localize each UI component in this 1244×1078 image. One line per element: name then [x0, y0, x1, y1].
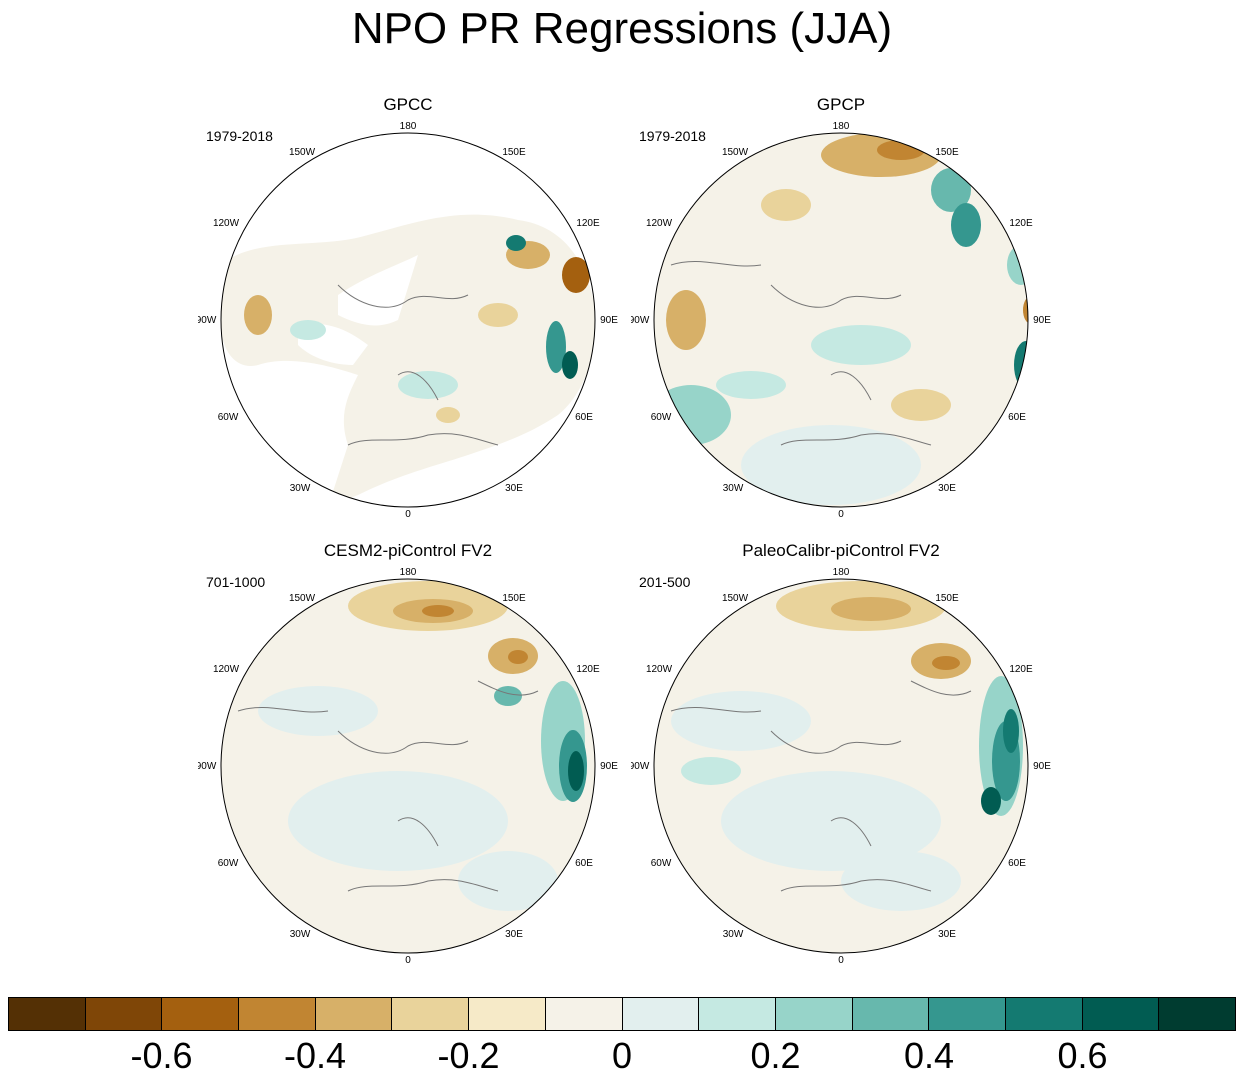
lon-label: 150E — [502, 147, 526, 158]
colorbar-swatch — [392, 998, 470, 1030]
lon-label: 30E — [505, 929, 523, 940]
colorbar-swatch — [852, 998, 930, 1030]
colorbar-label: -0.4 — [283, 1035, 347, 1076]
lon-label: 120E — [1009, 218, 1033, 229]
lon-label: 60E — [575, 412, 593, 423]
figure-title: NPO PR Regressions (JJA) — [351, 4, 893, 53]
lon-label: 180 — [833, 567, 850, 578]
panel-title: GPCP — [816, 95, 866, 114]
lon-label: 180 — [833, 121, 850, 132]
period-label: 1979-2018 — [639, 128, 706, 144]
lon-label: 120W — [213, 664, 240, 675]
lon-label: 0 — [405, 955, 411, 966]
lon-label: 60W — [651, 858, 672, 869]
period-label: 701-1000 — [206, 574, 266, 590]
colorbar-swatch — [775, 998, 853, 1030]
colorbar-label: 0.4 — [903, 1035, 955, 1076]
lon-label: 30E — [938, 929, 956, 940]
colorbar-swatch — [315, 998, 393, 1030]
lon-label: 30E — [505, 483, 523, 494]
colorbar-label: -0.6 — [130, 1035, 193, 1076]
panel-gpcc: GPCC 1979-2018 180 150E 12 — [198, 95, 618, 535]
panel-gpcp: GPCP 1979-2018 180 150E — [631, 95, 1051, 535]
colorbar-label: 0.6 — [1057, 1035, 1108, 1076]
lon-label: 120E — [576, 218, 600, 229]
polar-map: 180 150E 120E 90E 60E 30E 0 30W 60W 90W … — [631, 121, 1051, 520]
colorbar-label: 0.2 — [750, 1035, 801, 1076]
panel-paleocalibr: PaleoCalibr-piControl FV2 201-500 180 — [631, 541, 1051, 981]
lon-label: 90E — [600, 761, 618, 772]
longitude-labels: 180 150E 120E 90E 60E 30E 0 30W 60W 90W … — [198, 121, 618, 520]
lon-label: 150W — [722, 147, 749, 158]
colorbar — [8, 997, 1236, 1031]
colorbar-swatch — [545, 998, 623, 1030]
colorbar-swatch — [9, 998, 86, 1030]
lon-label: 150E — [935, 147, 959, 158]
lon-label: 90E — [600, 315, 618, 326]
lon-label: 150E — [502, 593, 526, 604]
lon-label: 90E — [1033, 315, 1051, 326]
lon-label: 150W — [722, 593, 749, 604]
lon-label: 150W — [289, 593, 316, 604]
lon-label: 120E — [576, 664, 600, 675]
lon-label: 150E — [935, 593, 959, 604]
lon-label: 0 — [838, 955, 844, 966]
period-label: 201-500 — [639, 574, 691, 590]
colorbar-label: 0 — [611, 1035, 633, 1076]
lon-label: 30W — [290, 929, 311, 940]
polar-map: 180 150E 120E 90E 60E 30E 0 30W 60W 90W … — [198, 567, 618, 966]
colorbar-swatch — [699, 998, 776, 1030]
lon-label: 120W — [213, 218, 240, 229]
colorbar-swatch — [929, 998, 1006, 1030]
colorbar-swatch — [622, 998, 700, 1030]
lon-label: 150W — [289, 147, 316, 158]
lon-label: 60E — [1008, 412, 1026, 423]
lon-label: 60E — [1008, 858, 1026, 869]
lon-label: 120E — [1009, 664, 1033, 675]
lon-label: 120W — [646, 218, 673, 229]
lon-label: 0 — [405, 509, 411, 520]
colorbar-swatch — [239, 998, 316, 1030]
colorbar-swatch — [85, 998, 163, 1030]
lon-label: 90W — [631, 761, 650, 772]
lon-label: 60E — [575, 858, 593, 869]
lon-label: 0 — [838, 509, 844, 520]
lon-label: 180 — [400, 567, 417, 578]
colorbar-swatch — [1005, 998, 1083, 1030]
colorbar-swatch — [1082, 998, 1160, 1030]
period-label: 1979-2018 — [206, 128, 273, 144]
lon-label: 60W — [218, 858, 239, 869]
lon-label: 30W — [723, 929, 744, 940]
panel-title: CESM2-piControl FV2 — [323, 541, 493, 560]
panel-cesm2: CESM2-piControl FV2 701-1000 180 — [198, 541, 618, 981]
lon-label: 60W — [218, 412, 239, 423]
colorbar-label: -0.2 — [437, 1035, 500, 1076]
polar-map: 180 150E 120E 90E 60E 30E 0 30W 60W 90W … — [631, 567, 1051, 966]
lon-label: 90E — [1033, 761, 1051, 772]
lon-label: 90W — [198, 315, 217, 326]
longitude-labels: 180 150E 120E 90E 60E 30E 0 30W 60W 90W … — [631, 121, 1051, 520]
lon-label: 30W — [290, 483, 311, 494]
longitude-labels: 180 150E 120E 90E 60E 30E 0 30W 60W 90W … — [198, 567, 618, 966]
lon-label: 30E — [938, 483, 956, 494]
lon-label: 120W — [646, 664, 673, 675]
longitude-labels: 180 150E 120E 90E 60E 30E 0 30W 60W 90W … — [631, 567, 1051, 966]
panel-title: GPCC — [383, 95, 433, 114]
lon-label: 90W — [631, 315, 650, 326]
lon-label: 30W — [723, 483, 744, 494]
colorbar-swatch — [162, 998, 240, 1030]
lon-label: 60W — [651, 412, 672, 423]
lon-label: 90W — [198, 761, 217, 772]
panel-title: PaleoCalibr-piControl FV2 — [742, 541, 940, 560]
lon-label: 180 — [400, 121, 417, 132]
colorbar-swatch — [469, 998, 546, 1030]
colorbar-swatch — [1159, 998, 1235, 1030]
polar-map: 180 150E 120E 90E 60E 30E 0 30W 60W 90W … — [198, 121, 618, 520]
